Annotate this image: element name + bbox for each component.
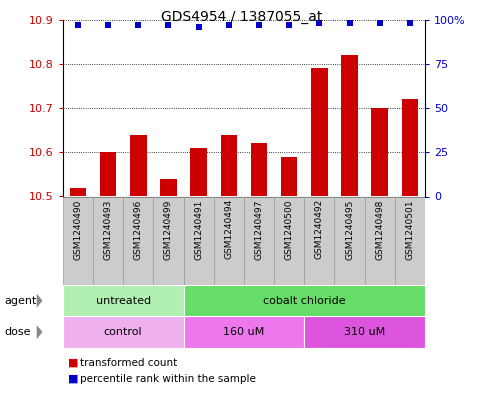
Text: GSM1240496: GSM1240496 [134, 199, 143, 259]
Bar [371, 108, 388, 196]
Text: percentile rank within the sample: percentile rank within the sample [80, 374, 256, 384]
Bar [63, 285, 184, 316]
Point [74, 22, 82, 28]
Bar [100, 152, 116, 196]
Point [376, 20, 384, 26]
Bar [304, 196, 334, 285]
Text: GSM1240493: GSM1240493 [103, 199, 113, 259]
Text: GSM1240501: GSM1240501 [405, 199, 414, 260]
Bar [341, 55, 358, 196]
Text: GSM1240492: GSM1240492 [315, 199, 324, 259]
Point [225, 22, 233, 28]
Text: GDS4954 / 1387055_at: GDS4954 / 1387055_at [161, 10, 322, 24]
Point [165, 22, 172, 28]
Bar [184, 196, 213, 285]
Point [134, 22, 142, 28]
Bar [160, 179, 177, 196]
Bar [130, 134, 146, 196]
Bar [395, 196, 425, 285]
Text: agent: agent [5, 296, 37, 306]
Text: GSM1240499: GSM1240499 [164, 199, 173, 259]
Bar [63, 196, 93, 285]
Bar [304, 316, 425, 348]
Bar [70, 187, 86, 196]
Text: dose: dose [5, 327, 31, 337]
Text: GSM1240490: GSM1240490 [73, 199, 83, 259]
Bar [154, 196, 184, 285]
Bar [402, 99, 418, 196]
Text: transformed count: transformed count [80, 358, 177, 368]
Bar [63, 316, 184, 348]
Text: ■: ■ [68, 374, 78, 384]
Polygon shape [37, 325, 43, 339]
Text: GSM1240494: GSM1240494 [224, 199, 233, 259]
Bar [274, 196, 304, 285]
Text: control: control [104, 327, 142, 337]
Bar [93, 196, 123, 285]
Bar [244, 196, 274, 285]
Text: GSM1240491: GSM1240491 [194, 199, 203, 259]
Text: untreated: untreated [96, 296, 151, 306]
Bar [184, 316, 304, 348]
Text: cobalt chloride: cobalt chloride [263, 296, 346, 306]
Text: ■: ■ [68, 358, 78, 368]
Bar [184, 285, 425, 316]
Point [285, 22, 293, 28]
Bar [213, 196, 244, 285]
Bar [123, 196, 154, 285]
Bar [190, 148, 207, 196]
Bar [281, 157, 298, 196]
Point [255, 22, 263, 28]
Text: GSM1240497: GSM1240497 [255, 199, 264, 259]
Text: GSM1240500: GSM1240500 [284, 199, 294, 260]
Text: GSM1240495: GSM1240495 [345, 199, 354, 259]
Point [315, 20, 323, 26]
Bar [365, 196, 395, 285]
Text: 160 uM: 160 uM [223, 327, 265, 337]
Bar [334, 196, 365, 285]
Text: 310 uM: 310 uM [344, 327, 385, 337]
Bar [251, 143, 267, 196]
Point [104, 22, 112, 28]
Point [406, 20, 414, 26]
Point [346, 20, 354, 26]
Point [195, 24, 202, 30]
Bar [311, 68, 327, 196]
Polygon shape [37, 294, 43, 308]
Text: GSM1240498: GSM1240498 [375, 199, 384, 259]
Bar [221, 134, 237, 196]
